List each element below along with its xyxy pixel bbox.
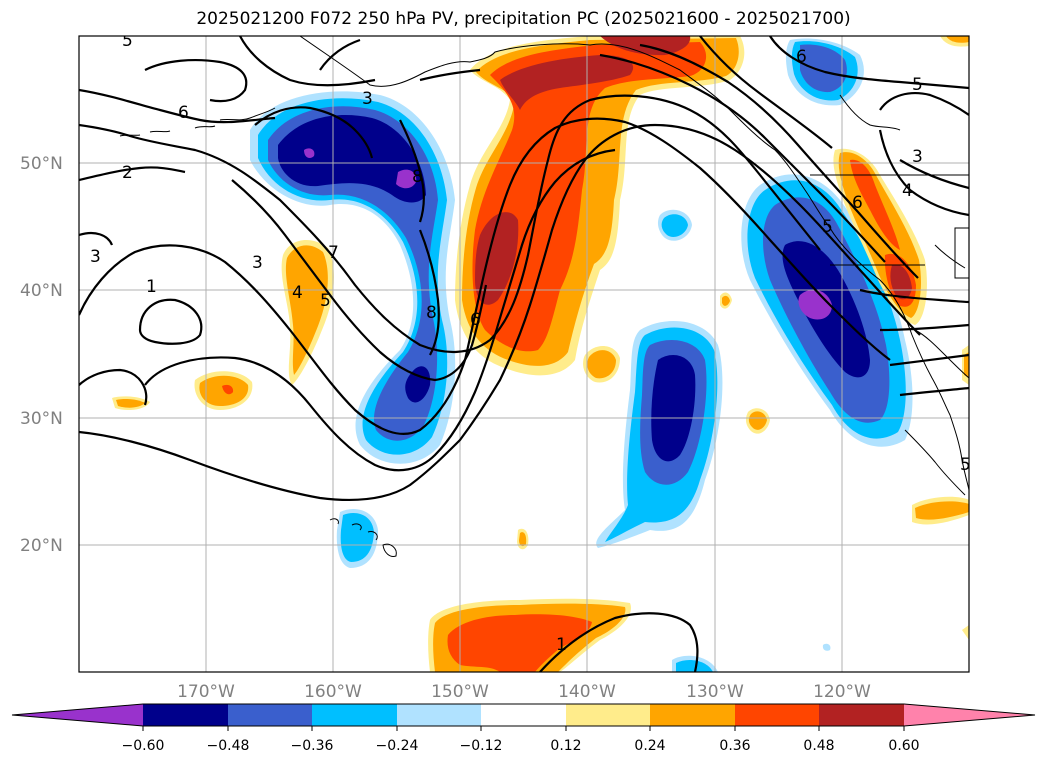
lat-label-20n: 20°N [20,536,63,556]
colorbar-segment [819,704,904,726]
contour-label: 8 [412,167,423,187]
map-border [78,35,970,673]
contour-label: 2 [122,163,133,183]
colorbar-segment [735,704,819,726]
latitude-labels: 50°N 40°N 30°N 20°N [20,154,63,556]
positive-precip-anomaly-north [455,36,745,376]
contour-label: 5 [912,75,923,95]
colorbar-tick-label: 0.12 [550,738,581,754]
colorbar-segment [566,704,650,726]
colorbar-tick-label: −0.24 [376,738,419,754]
colorbar-segment [143,704,228,726]
lon-label-150w: 150°W [431,682,489,702]
contour-label: 6 [470,310,481,330]
pv-contours [79,36,969,672]
positive-precip-anomaly-south [428,598,631,672]
colorbar-tick-label: 0.24 [634,738,665,754]
colorbar-tick-label: −0.12 [460,738,503,754]
contour-label: 4 [292,283,303,303]
colorbar-max-extension [904,704,1035,726]
colorbar: −0.60 −0.48 −0.36 −0.24 −0.12 0.12 0.24 … [11,703,1036,754]
colorbar-ticks [142,726,905,731]
contour-label: 6 [178,103,189,123]
lat-label-30n: 30°N [20,409,63,429]
lon-label-130w: 130°W [686,682,744,702]
contour-label: 5 [960,455,971,475]
colorbar-tick-label: 0.60 [888,738,919,754]
contour-label: 1 [556,635,567,655]
colorbar-tick-label: −0.48 [207,738,250,754]
lon-label-160w: 160°W [304,682,362,702]
contour-label: 6 [852,193,863,213]
contour-label: 1 [146,277,157,297]
contour-labels: 5 6 2 3 1 3 7 4 5 8 3 8 6 6 5 3 4 6 5 5 … [90,31,971,655]
lat-label-40n: 40°N [20,281,63,301]
colorbar-segment [481,704,566,726]
contour-label: 6 [796,47,807,67]
map-title: 2025021200 F072 250 hPa PV, precipitatio… [196,9,851,29]
colorbar-segment [650,704,735,726]
lon-label-170w: 170°W [177,682,235,702]
contour-label: 4 [902,181,913,201]
contour-label: 3 [362,89,373,109]
longitude-labels: 170°W 160°W 150°W 140°W 130°W 120°W [177,682,871,702]
colorbar-tick-label: −0.60 [122,738,165,754]
colorbar-segment [312,704,397,726]
lon-label-140w: 140°W [558,682,616,702]
contour-label: 5 [822,217,833,237]
colorbar-tick-label: 0.48 [803,738,834,754]
colorbar-tick-label: −0.36 [291,738,334,754]
colorbar-tick-labels: −0.60 −0.48 −0.36 −0.24 −0.12 0.12 0.24 … [122,738,920,754]
contour-label: 5 [320,291,331,311]
contour-label: 3 [912,147,923,167]
map-content: 5 6 2 3 1 3 7 4 5 8 3 8 6 6 5 3 4 6 5 5 … [79,31,971,672]
lon-label-120w: 120°W [813,682,871,702]
contour-label: 3 [252,253,263,273]
negative-precip-anomaly-east [336,38,913,672]
colorbar-tick-label: 0.36 [719,738,750,754]
lat-label-50n: 50°N [20,154,63,174]
contour-label: 8 [426,303,437,323]
colorbar-min-extension [12,704,143,726]
colorbar-segment [228,704,312,726]
contour-label: 5 [122,31,133,51]
negative-precip-anomaly-west [250,91,456,464]
colorbar-segment [397,704,481,726]
negative-precip-anomaly-central [596,209,723,548]
contour-label: 3 [90,247,101,267]
coastlines [119,36,969,557]
contour-label: 7 [328,243,339,263]
